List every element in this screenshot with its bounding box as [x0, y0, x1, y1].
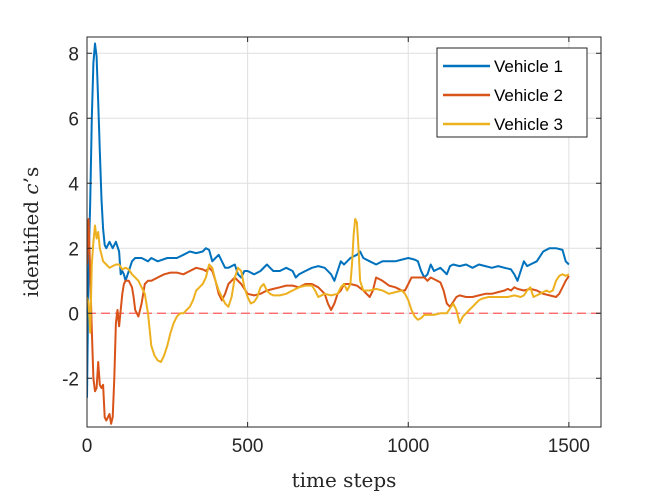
legend: Vehicle 1 Vehicle 2 Vehicle 3 — [436, 47, 588, 138]
y-tick-label: 8 — [68, 44, 79, 65]
series-line-vehicle-3 — [87, 218, 570, 363]
tick-labels: 0 500 1000 1500 -2 0 2 4 6 8 — [62, 44, 590, 457]
y-tick-label: 6 — [68, 109, 79, 130]
x-tick-label: 500 — [232, 436, 264, 457]
y-tick-label: -2 — [62, 369, 79, 390]
legend-label-vehicle-2: Vehicle 2 — [494, 86, 563, 105]
x-tick-label: 1500 — [548, 436, 590, 457]
x-tick-label: 1000 — [387, 436, 429, 457]
y-tick-label: 2 — [68, 239, 79, 260]
y-axis-label: identified c’s — [19, 167, 43, 298]
series-line-vehicle-1 — [87, 42, 570, 398]
axes-box — [86, 36, 602, 428]
ticks — [86, 37, 601, 427]
y-tick-label: 0 — [68, 304, 79, 325]
x-tick-label: 0 — [82, 436, 93, 457]
x-axis-label: time steps — [292, 468, 397, 492]
series-line-vehicle-2 — [87, 218, 570, 425]
legend-label-vehicle-1: Vehicle 1 — [494, 57, 563, 76]
legend-box — [436, 47, 588, 138]
legend-label-vehicle-3: Vehicle 3 — [494, 115, 563, 134]
series-group — [87, 42, 570, 425]
y-tick-label: 4 — [68, 174, 79, 195]
